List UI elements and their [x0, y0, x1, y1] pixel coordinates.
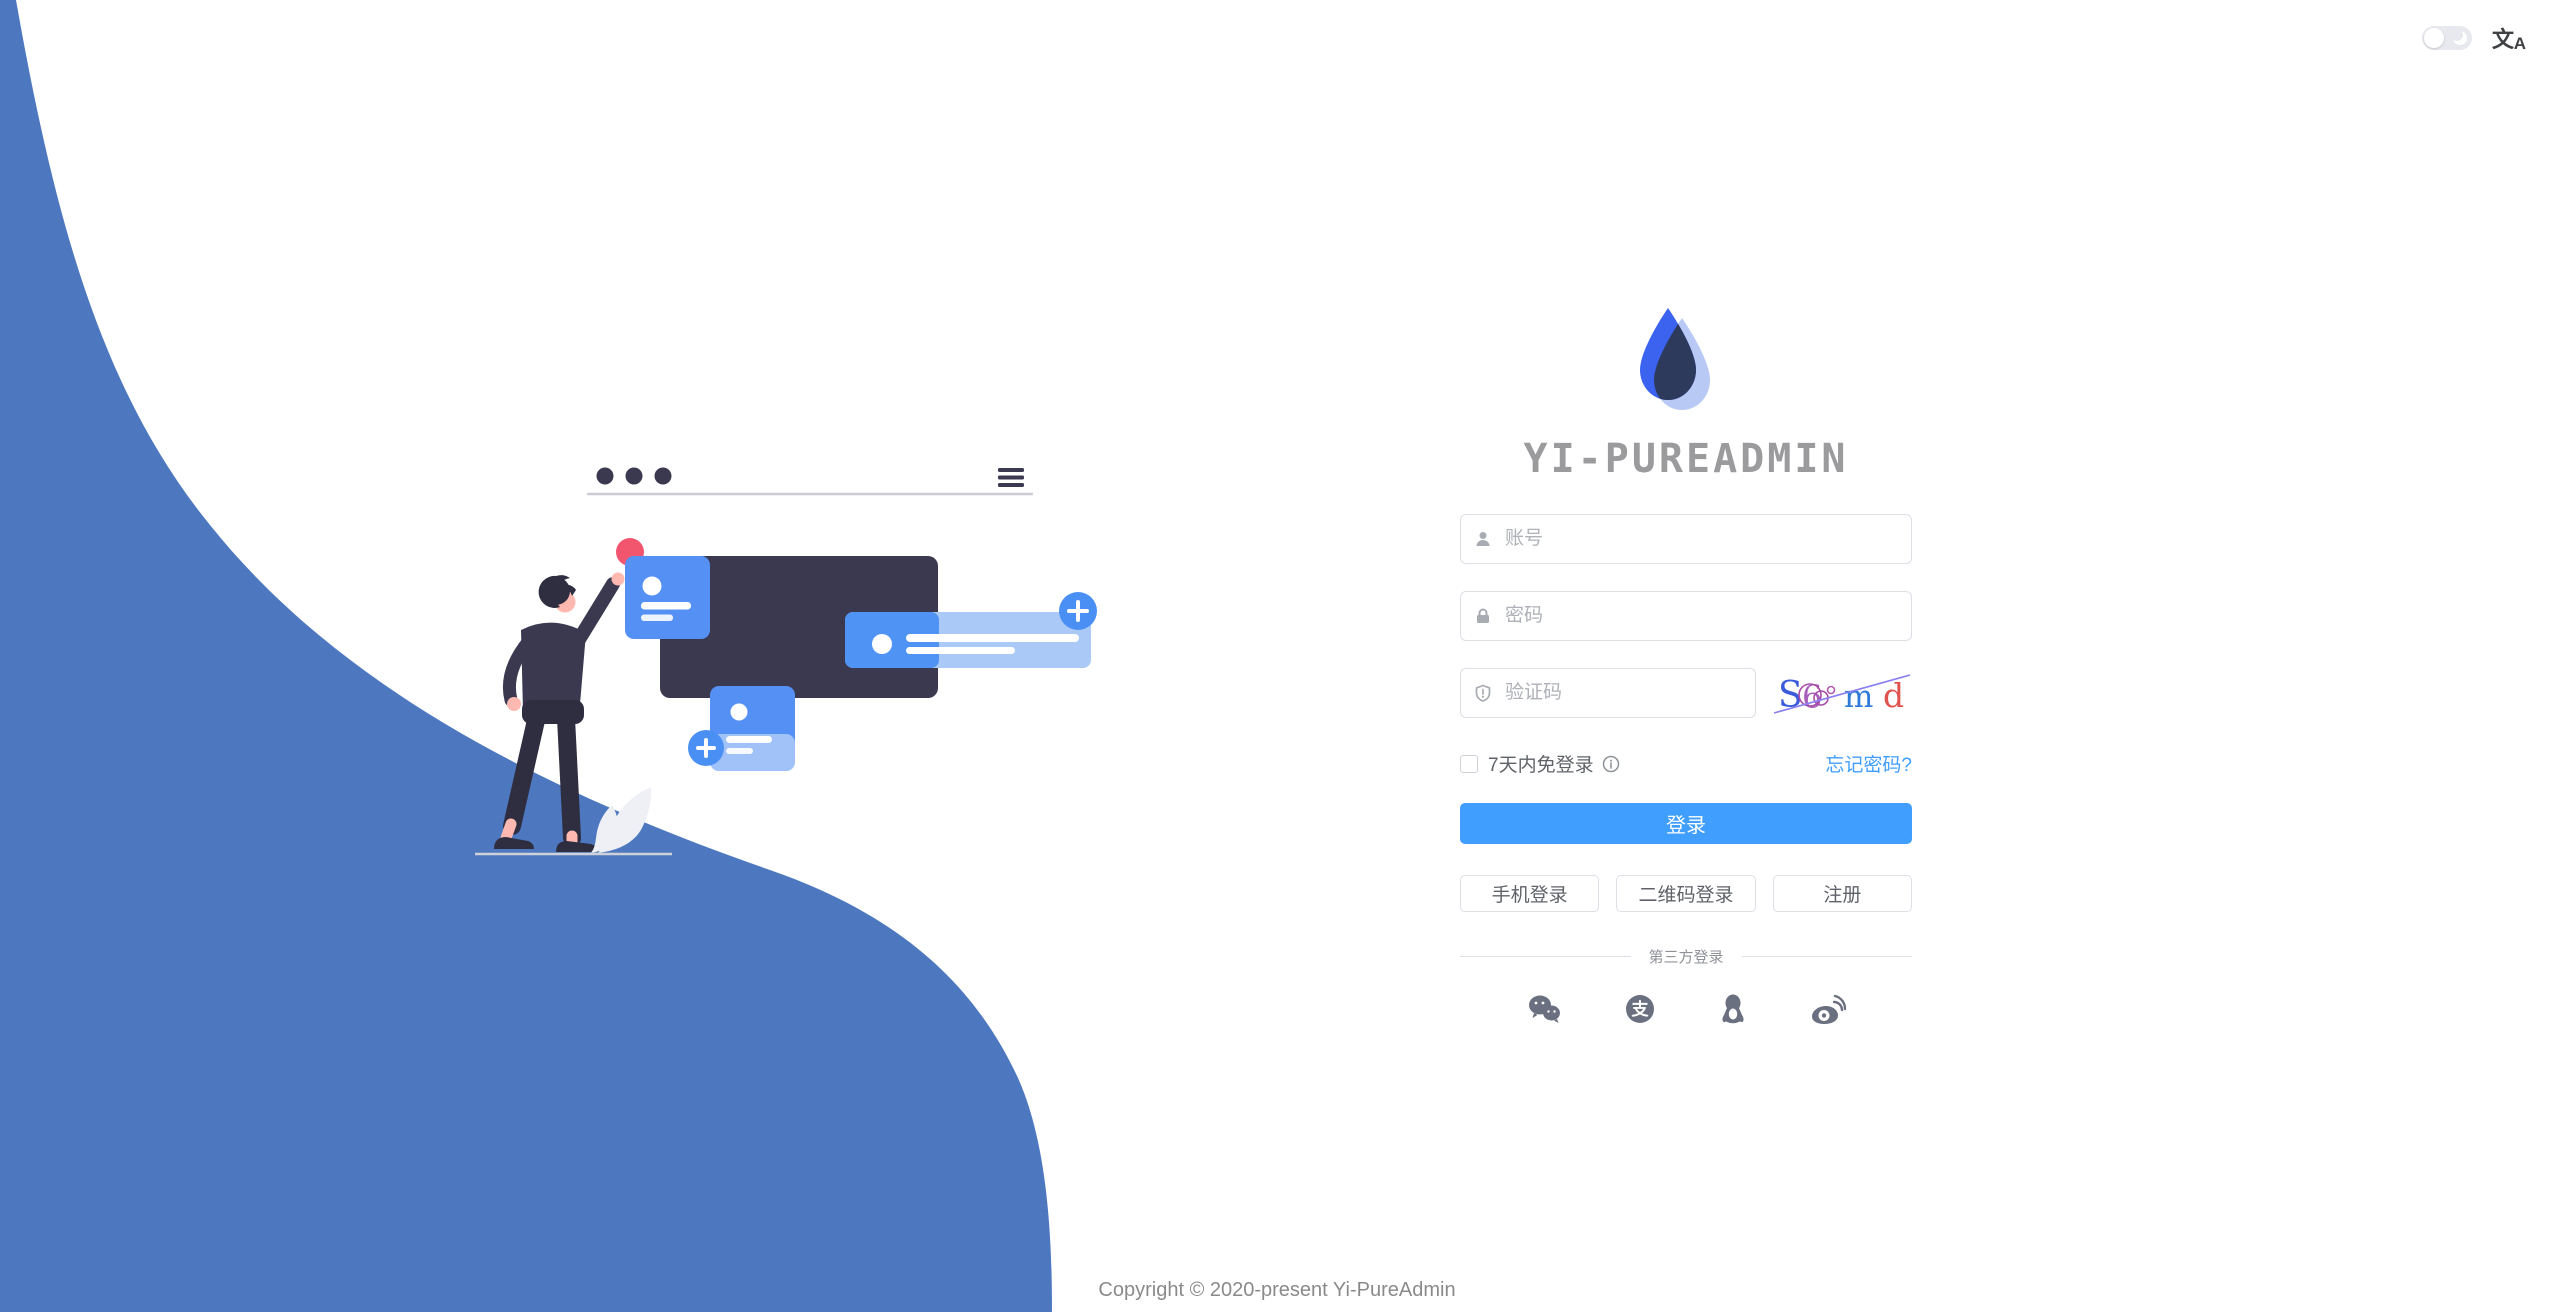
remember-checkbox[interactable]	[1460, 754, 1478, 773]
account-input[interactable]	[1460, 514, 1912, 564]
moon-icon	[2452, 30, 2467, 45]
logo	[1460, 308, 1912, 416]
brand-title: YI-PUREADMIN	[1523, 436, 1849, 482]
account-field-wrap	[1460, 514, 1912, 564]
droplet-logo-icon	[1640, 308, 1710, 410]
login-panel: YI-PUREADMIN	[1460, 308, 1913, 1025]
captcha-field-wrap	[1460, 668, 1756, 718]
social-login-row: 支	[1460, 993, 1912, 1025]
remember-label: 7天内免登录	[1488, 755, 1594, 776]
plus-button-icon-2	[688, 730, 724, 766]
blue-card-illustration	[625, 556, 710, 639]
wechat-icon[interactable]	[1526, 993, 1562, 1025]
third-party-label: 第三方登录	[1648, 949, 1724, 966]
phone-login-button[interactable]: 手机登录	[1460, 875, 1600, 912]
hamburger-icon	[998, 468, 1024, 487]
captcha-image[interactable]: S 6 m d	[1772, 668, 1912, 718]
alipay-icon[interactable]: 支	[1624, 993, 1656, 1025]
browser-window-illustration	[587, 467, 1033, 496]
third-party-divider: 第三方登录	[1460, 946, 1913, 967]
wave-shape	[0, 0, 1052, 1312]
captcha-char: m	[1844, 679, 1873, 715]
translate-a-glyph: A	[2513, 34, 2526, 53]
topbar: 文 A	[2422, 22, 2526, 54]
person-illustration	[494, 572, 625, 852]
alipay-glyph: 支	[1632, 999, 1650, 1019]
info-icon[interactable]	[1602, 755, 1620, 773]
captcha-row: S 6 m d	[1460, 668, 1912, 718]
leaf-illustration	[591, 787, 652, 853]
password-input[interactable]	[1460, 591, 1912, 641]
captcha-input[interactable]	[1460, 668, 1756, 718]
divider-line	[1460, 956, 1631, 957]
captcha-char: d	[1883, 676, 1904, 715]
alt-login-row: 手机登录 二维码登录 注册	[1460, 875, 1912, 912]
weibo-icon[interactable]	[1810, 993, 1846, 1025]
register-button[interactable]: 注册	[1772, 875, 1912, 912]
translate-zh-glyph: 文	[2492, 27, 2515, 52]
theme-toggle[interactable]	[2422, 26, 2472, 50]
theme-toggle-knob	[2424, 28, 2444, 48]
small-card-illustration	[710, 686, 795, 771]
shield-icon	[1475, 684, 1491, 702]
lock-icon	[1477, 608, 1489, 623]
qrcode-login-button[interactable]: 二维码登录	[1616, 875, 1756, 912]
forgot-password-link[interactable]: 忘记密码?	[1825, 755, 1912, 776]
copyright-footer: Copyright © 2020-present Yi-PureAdmin	[1098, 1279, 1456, 1301]
remember-row: 7天内免登录 忘记密码?	[1460, 750, 1912, 777]
notification-row-illustration	[845, 612, 1091, 668]
login-button[interactable]: 登录	[1460, 803, 1912, 844]
password-field-wrap	[1460, 591, 1912, 641]
login-form: S 6 m d 7天内免登录 忘记密码?	[1460, 514, 1913, 1025]
divider-line	[1741, 956, 1913, 957]
qq-icon[interactable]	[1718, 993, 1748, 1025]
translate-icon[interactable]: 文 A	[2492, 22, 2526, 54]
user-icon	[1476, 532, 1490, 546]
plus-button-icon	[1059, 592, 1097, 630]
